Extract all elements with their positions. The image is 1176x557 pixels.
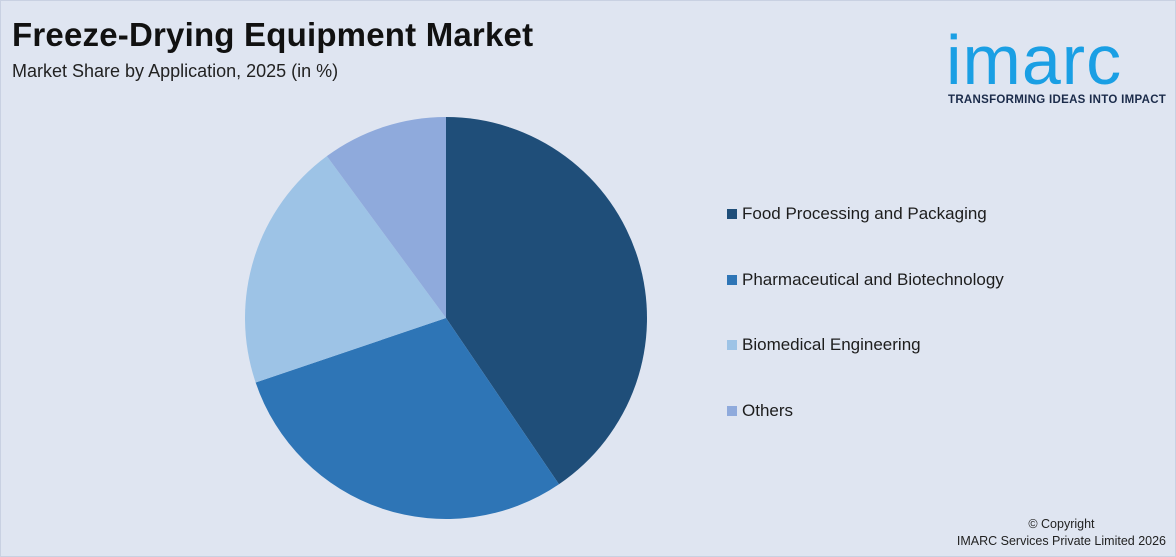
copyright: © Copyright IMARC Services Private Limit…: [957, 516, 1166, 550]
legend-item: Pharmaceutical and Biotechnology: [727, 269, 1004, 291]
pie-chart: [240, 112, 652, 524]
legend-item: Biomedical Engineering: [727, 334, 1004, 356]
pie-slice-pharmaceutical-and-biotechnology: [255, 318, 559, 519]
pie-slice-food-processing-and-packaging: [446, 117, 647, 485]
chart-legend: Food Processing and Packaging Pharmaceuti…: [727, 203, 1004, 465]
chart-title: Freeze-Drying Equipment Market: [12, 16, 534, 53]
legend-item: Food Processing and Packaging: [727, 203, 1004, 225]
legend-swatch: [727, 405, 737, 416]
legend-item: Others: [727, 400, 1004, 422]
pie-svg: [245, 117, 647, 519]
legend-label: Biomedical Engineering: [742, 335, 921, 354]
logo-tagline: TRANSFORMING IDEAS INTO IMPACT: [948, 94, 1167, 106]
chart-subtitle: Market Share by Application, 2025 (in %): [12, 61, 339, 81]
legend-swatch: [727, 274, 737, 285]
legend-swatch: [727, 209, 737, 219]
imarc-logo: imarc TRANSFORMING IDEAS INTO IMPACT: [944, 10, 1172, 110]
legend-swatch: [727, 340, 737, 350]
logo-wordmark: imarc: [946, 21, 1123, 99]
legend-label: Pharmaceutical and Biotechnology: [742, 269, 1004, 289]
legend-label: Others: [742, 400, 794, 420]
legend-label: Food Processing and Packaging: [742, 204, 987, 223]
pie-slice-others: [326, 117, 446, 318]
copyright-line-2: IMARC Services Private Limited 2026: [956, 534, 1166, 548]
pie-slice-biomedical-engineering: [245, 156, 446, 383]
copyright-line-1: © Copyright: [1028, 517, 1095, 531]
